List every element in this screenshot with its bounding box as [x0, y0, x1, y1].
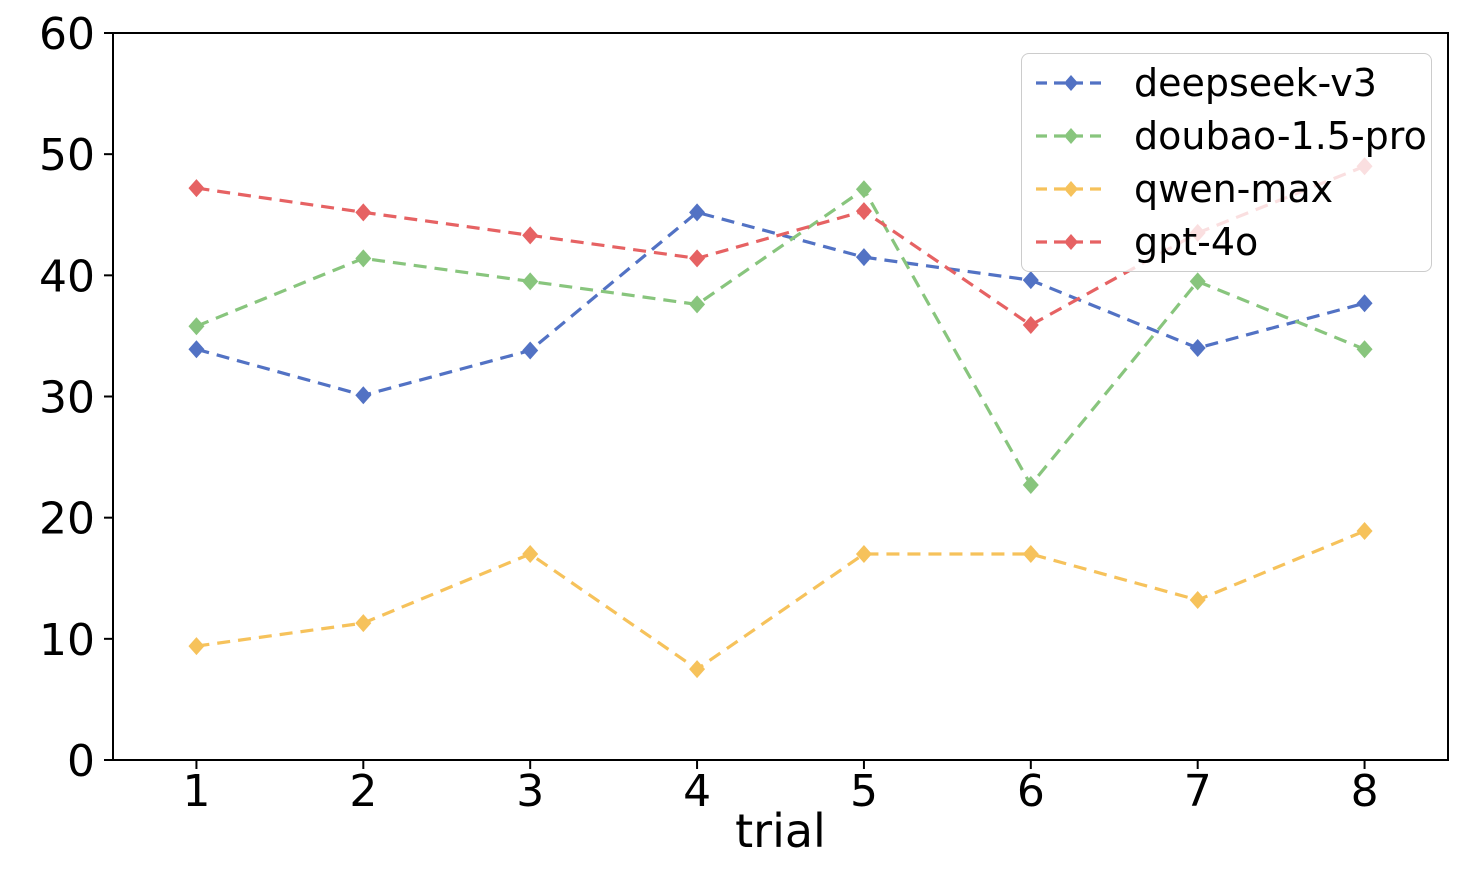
y-tick-label: 0: [67, 736, 95, 787]
y-tick-label: 40: [39, 251, 95, 302]
y-tick-label: 60: [39, 9, 95, 60]
series-line-doubao-1.5-pro: [195, 186, 1366, 488]
data-point-gpt-4o: [522, 226, 539, 245]
data-point-qwen-max: [689, 660, 706, 679]
data-point-doubao-1.5-pro: [1189, 272, 1206, 291]
data-point-deepseek-v3: [188, 340, 205, 359]
data-point-gpt-4o: [689, 249, 706, 268]
x-tick-label: 5: [850, 766, 878, 817]
data-point-qwen-max: [1189, 591, 1206, 610]
data-point-doubao-1.5-pro: [1356, 340, 1373, 359]
data-point-doubao-1.5-pro: [855, 180, 872, 199]
data-point-qwen-max: [1356, 521, 1373, 540]
legend-label: qwen-max: [1134, 166, 1334, 211]
x-tick-label: 7: [1184, 766, 1212, 817]
data-point-qwen-max: [355, 614, 372, 633]
data-point-qwen-max: [188, 637, 205, 656]
data-point-doubao-1.5-pro: [522, 272, 539, 291]
x-tick-label: 2: [349, 766, 377, 817]
x-tick-label: 4: [683, 766, 711, 817]
data-point-deepseek-v3: [1022, 271, 1039, 290]
data-point-gpt-4o: [188, 179, 205, 198]
series-line-deepseek-v3: [196, 210, 1365, 397]
legend-label: doubao-1.5-pro: [1134, 114, 1427, 159]
data-point-qwen-max: [1022, 545, 1039, 564]
data-point-gpt-4o: [1022, 316, 1039, 335]
legend-item: doubao-1.5-pro: [1034, 110, 1427, 163]
plot-frame: [112, 32, 1449, 761]
data-point-deepseek-v3: [355, 386, 372, 405]
data-point-doubao-1.5-pro: [689, 295, 706, 314]
legend-item: deepseek-v3: [1034, 57, 1419, 110]
legend-item: gpt-4o: [1034, 215, 1419, 268]
x-tick-label: 1: [182, 766, 210, 817]
data-point-gpt-4o: [855, 202, 872, 221]
data-point-doubao-1.5-pro: [188, 317, 205, 336]
x-axis-label: trial: [735, 804, 826, 858]
data-point-deepseek-v3: [855, 248, 872, 267]
series-line-qwen-max: [196, 529, 1366, 672]
legend-line-marker-icon: [1036, 75, 1106, 92]
legend-label: deepseek-v3: [1134, 61, 1377, 106]
legend-line-marker-icon: [1036, 128, 1106, 145]
data-point-deepseek-v3: [689, 203, 706, 222]
legend-line-marker-icon: [1036, 180, 1106, 197]
x-tick-label: 8: [1351, 766, 1379, 817]
legend-line-marker-icon: [1036, 233, 1106, 250]
legend-label: gpt-4o: [1134, 219, 1259, 264]
legend: deepseek-v3 doubao-1.5-pro qwen-max gpt-…: [1021, 53, 1432, 272]
y-tick-label: 20: [39, 494, 95, 545]
data-point-deepseek-v3: [522, 341, 539, 360]
data-point-qwen-max: [855, 545, 872, 564]
legend-item: qwen-max: [1034, 163, 1419, 216]
y-tick-label: 30: [39, 373, 95, 424]
x-tick-label: 6: [1017, 766, 1045, 817]
data-point-doubao-1.5-pro: [1022, 475, 1039, 494]
data-point-gpt-4o: [355, 203, 372, 222]
y-tick-label: 10: [39, 615, 95, 666]
data-point-qwen-max: [522, 545, 539, 564]
x-tick-label: 3: [516, 766, 544, 817]
y-tick-label: 50: [39, 130, 95, 181]
data-point-deepseek-v3: [1189, 339, 1206, 358]
data-point-deepseek-v3: [1356, 294, 1373, 313]
data-point-doubao-1.5-pro: [355, 249, 372, 268]
